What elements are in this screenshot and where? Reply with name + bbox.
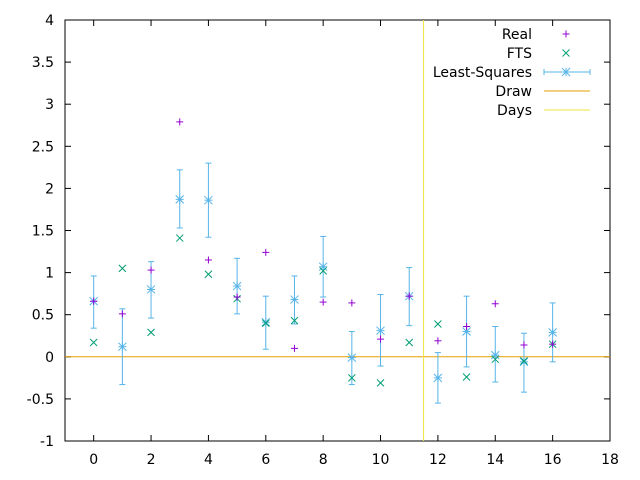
x-tick-label: 8 [319,452,328,468]
legend-entry: Real [502,27,570,43]
legend-entry: Days [497,103,590,119]
least-squares-point [347,331,357,386]
reference-lines [65,20,610,441]
real-point [204,256,212,264]
y-tick-label: 0.5 [32,308,54,324]
y-tick-label: 3 [45,97,54,113]
real-point [262,248,270,256]
least-squares-marker [232,281,242,291]
least-squares-point [318,235,328,298]
least-squares-marker [118,342,127,352]
least-squares-marker [548,328,557,337]
y-tick-label: 2.5 [32,139,54,155]
real-point [405,292,413,300]
real-point [233,293,241,301]
least-squares-point [548,302,557,363]
legend-symbol [562,30,570,38]
least-squares-point [175,169,185,229]
legend-label: Days [497,103,532,119]
fts-point [147,328,155,337]
fts-point [319,267,328,275]
real-point [319,298,327,306]
legend-symbol [562,49,570,57]
legend-entry: Draw [495,84,590,100]
real-point [377,335,385,343]
y-tick-label: 2 [45,181,54,197]
x-tick-label: 10 [372,452,390,468]
least-squares-marker [347,353,357,362]
x-tick-label: 16 [544,452,562,468]
fts-point [118,264,127,273]
least-squares-marker [519,357,529,367]
real-point [118,310,126,318]
y-tick-label: -1 [40,434,54,450]
axes: 0 2 4 6 8 10 12 14 16 18 -1 -0.5 0 0.5 1 1.5 2 2.5 3 3.5 4 [27,13,619,468]
x-tick-label: 12 [429,452,447,468]
least-squares-point [118,308,127,386]
least-squares-marker [146,285,156,294]
legend-label: Draw [495,84,532,100]
fts-point [491,355,500,364]
y-tick-label: -0.5 [27,392,54,408]
least-squares-marker [490,350,500,360]
real-point [549,340,557,348]
legend-entry: FTS [507,46,570,62]
y-tick-label: 0 [45,350,54,366]
real-point [434,337,442,345]
least-squares-point [433,352,443,404]
least-squares-marker [175,194,185,204]
legend-entry: Least-Squares [433,65,591,81]
least-squares-marker [318,262,328,272]
real-point [463,322,471,330]
real-point [90,297,98,305]
fts-point [175,234,184,242]
fts-point [347,373,356,382]
least-squares-point [462,295,471,368]
real-point [176,118,184,126]
x-tick-label: 6 [261,452,270,468]
x-tick-label: 18 [601,452,619,468]
fts-point [290,316,299,325]
least-squares-marker [433,373,443,383]
x-tick-label: 14 [486,452,504,468]
legend-symbol [543,67,591,77]
legend: Real FTS Least-Squares Draw Days [433,27,591,119]
y-tick-label: 4 [45,13,54,29]
fts-point [520,357,528,365]
real-point [290,344,298,352]
least-squares-point [490,325,500,383]
fts-point [434,320,442,328]
legend-label: Least-Squares [433,65,532,81]
real-point [147,266,155,274]
x-tick-label: 0 [89,452,98,468]
real-point [491,300,499,308]
fts-point [462,373,471,381]
least-squares-marker [376,326,385,336]
legend-label: FTS [507,46,532,62]
fts-point [89,338,98,347]
least-squares-marker [204,195,213,205]
least-squares-marker [290,295,299,304]
fts-point [405,338,414,347]
real-point [520,341,528,349]
fts-point [261,319,270,327]
fts-point [204,270,213,279]
least-squares-point [204,162,213,238]
least-squares-point [290,275,299,325]
real-point [348,299,356,307]
data-marks [89,118,557,404]
least-squares-point [232,257,242,315]
least-squares-marker [261,317,271,327]
least-squares-point [376,293,385,367]
legend-label: Real [502,27,532,43]
y-tick-label: 1.5 [32,224,54,240]
x-tick-label: 2 [147,452,156,468]
y-tick-label: 1 [45,266,54,282]
x-tick-label: 4 [204,452,213,468]
fts-point [376,379,385,387]
y-tick-label: 3.5 [32,55,54,71]
